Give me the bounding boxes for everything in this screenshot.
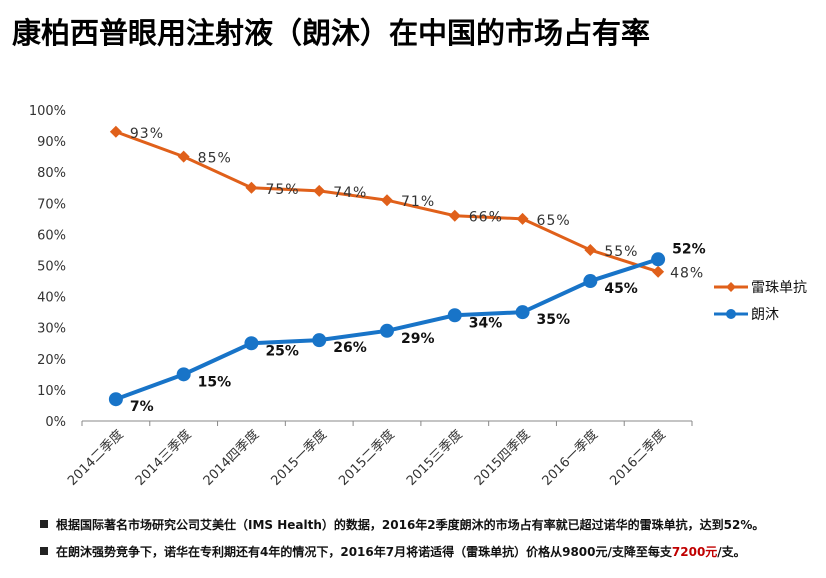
y-tick-label: 20% xyxy=(37,353,66,368)
data-point xyxy=(177,150,190,163)
data-label: 48% xyxy=(670,266,704,282)
legend-marker xyxy=(726,282,736,292)
x-tick-label: 2014四季度 xyxy=(200,427,262,489)
data-point xyxy=(312,333,327,348)
data-label: 52% xyxy=(672,241,706,257)
data-label: 29% xyxy=(401,331,435,347)
x-tick-label: 2014三季度 xyxy=(132,427,194,489)
data-point xyxy=(448,209,461,222)
data-point xyxy=(380,323,394,338)
legend-label: 雷珠单抗 xyxy=(751,280,807,296)
data-label: 45% xyxy=(604,281,638,297)
y-tick-label: 40% xyxy=(37,291,66,306)
data-label: 55% xyxy=(604,244,638,260)
y-tick-label: 80% xyxy=(37,166,66,181)
line-chart: 0% 10% 20% 30% 40% 50% 60% 70% 80% 90% 100% 2014二季度… xyxy=(29,104,807,489)
note-2-text: 在朗沐强势竞争下，诺华在专利期还有4年的情况下，2016年7月将诺适得（雷珠单抗… xyxy=(56,545,672,559)
data-point xyxy=(651,252,666,267)
note-1-text: 根据国际著名市场研究公司艾美仕（IMS Health）的数据，2016年2季度朗… xyxy=(56,518,765,532)
data-point xyxy=(176,367,191,382)
data-point xyxy=(584,243,597,256)
data-point xyxy=(583,274,598,289)
data-point xyxy=(109,125,122,138)
y-tick-label: 0% xyxy=(45,415,66,430)
data-point xyxy=(652,265,665,278)
data-label: 71% xyxy=(401,194,435,210)
data-label: 7% xyxy=(130,399,154,415)
x-tick-label: 2015一季度 xyxy=(268,427,330,489)
data-label: 75% xyxy=(265,182,299,198)
data-point xyxy=(108,392,123,407)
data-point xyxy=(313,184,326,197)
data-label: 34% xyxy=(469,315,503,331)
x-tick-label: 2015二季度 xyxy=(336,427,398,489)
y-tick-label: 60% xyxy=(37,228,66,243)
bullet-icon xyxy=(40,547,48,555)
note-2-tail: /支。 xyxy=(717,545,746,559)
data-point xyxy=(515,305,530,320)
data-label: 74% xyxy=(333,185,367,201)
x-tick-label: 2016一季度 xyxy=(539,427,601,489)
y-tick-label: 10% xyxy=(37,384,66,399)
data-label: 93% xyxy=(130,126,164,142)
y-tick-label: 30% xyxy=(37,322,66,337)
x-tick-label: 2014二季度 xyxy=(64,427,126,489)
y-tick-label: 100% xyxy=(29,104,66,119)
note-2: 在朗沐强势竞争下，诺华在专利期还有4年的情况下，2016年7月将诺适得（雷珠单抗… xyxy=(40,543,746,560)
x-tick-label: 2016二季度 xyxy=(607,427,669,489)
data-label: 85% xyxy=(198,151,232,167)
data-point xyxy=(516,212,529,225)
data-point xyxy=(245,181,258,194)
page-title: 康柏西普眼用注射液（朗沐）在中国的市场占有率 xyxy=(12,16,651,50)
x-tick-label: 2015三季度 xyxy=(403,427,465,489)
data-point xyxy=(447,308,462,323)
data-label: 15% xyxy=(198,374,232,390)
y-tick-label: 70% xyxy=(37,197,66,212)
data-point xyxy=(244,336,259,351)
data-label: 26% xyxy=(333,340,367,356)
data-label: 35% xyxy=(537,312,571,328)
note-2-highlight: 7200元 xyxy=(671,545,718,559)
bullet-icon xyxy=(40,520,48,528)
x-tick-label: 2015四季度 xyxy=(471,427,533,489)
note-1: 根据国际著名市场研究公司艾美仕（IMS Health）的数据，2016年2季度朗… xyxy=(40,516,764,533)
legend-marker xyxy=(726,309,736,319)
y-tick-label: 90% xyxy=(37,135,66,150)
y-tick-label: 50% xyxy=(37,260,66,275)
data-point xyxy=(381,194,393,207)
data-label: 66% xyxy=(469,210,503,226)
legend-label: 朗沐 xyxy=(751,307,779,323)
data-label: 25% xyxy=(265,343,299,359)
data-label: 65% xyxy=(537,213,571,229)
